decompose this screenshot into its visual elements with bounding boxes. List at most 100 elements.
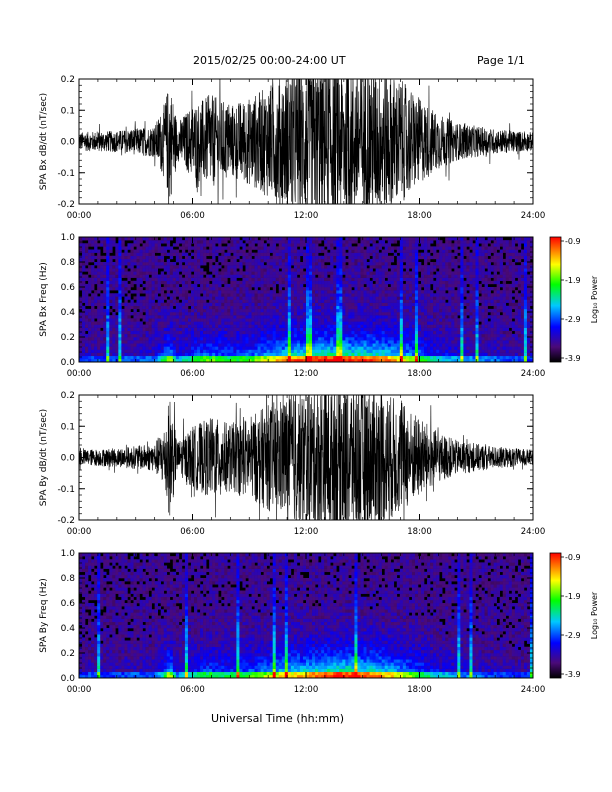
spectrogram-cell [284, 271, 289, 275]
spectrogram-cell [296, 249, 301, 253]
spectrogram-cell [254, 280, 258, 285]
spectrogram-cell [387, 308, 392, 313]
spectrogram-cell [430, 296, 434, 300]
spectrogram-cell [163, 237, 168, 241]
spectrogram-cell [154, 358, 158, 363]
spectrogram-cell [109, 274, 113, 278]
spectrogram-cell [212, 296, 216, 300]
spectrogram-cell [448, 340, 452, 344]
spectrogram-cell [315, 305, 319, 310]
spectrogram-cell [218, 277, 222, 282]
spectrogram-cell [218, 283, 222, 288]
spectrogram-cell [411, 318, 416, 322]
spectrogram-cell [460, 262, 464, 266]
spectrogram-cell [414, 355, 419, 360]
spectrogram-cell [154, 274, 158, 278]
spectrogram-cell [296, 283, 301, 288]
spectrogram-cell [451, 355, 455, 360]
spectrogram-cell [160, 290, 165, 294]
spectrogram-cell [433, 327, 437, 332]
spectrogram-cell [169, 237, 174, 241]
spectrogram-cell [336, 355, 340, 360]
spectrogram-cell [181, 299, 186, 303]
spectrogram-cell [166, 321, 171, 325]
spectrogram-cell [293, 321, 298, 325]
spectrogram-cell [375, 283, 379, 288]
spectrogram-cell [417, 283, 422, 288]
spectrogram-cell [200, 327, 204, 332]
spectrogram-cell [287, 274, 292, 278]
spectrogram-cell [178, 315, 183, 319]
spectrogram-cell [260, 268, 264, 272]
spectrogram-cell [360, 274, 364, 278]
spectrogram-cell [351, 271, 355, 275]
spectrogram-cell [257, 243, 261, 247]
spectrogram-cell [439, 333, 443, 338]
spectrogram-cell [357, 355, 361, 360]
spectrogram-cell [405, 327, 410, 332]
spectrogram-cell [378, 290, 382, 294]
spectrogram-cell [442, 290, 446, 294]
spectrogram-cell [197, 262, 201, 266]
spectrogram-cell [157, 327, 162, 332]
spectrogram-cell [336, 358, 340, 363]
spectrogram-cell [194, 237, 198, 241]
spectrogram-cell [184, 252, 189, 257]
spectrogram-cell [272, 308, 277, 313]
spectrogram-cell [384, 271, 389, 275]
spectrogram-cell [121, 346, 125, 350]
spectrogram-cell [333, 240, 337, 244]
spectrogram-cell [224, 333, 228, 338]
spectrogram-cell [278, 243, 283, 247]
spectrogram-cell [299, 296, 304, 300]
spectrogram-cell [333, 290, 337, 294]
spectrogram-cell [372, 355, 376, 360]
spectrogram-cell [145, 337, 149, 341]
spectrogram-cell [384, 274, 389, 278]
spectrogram-cell [381, 355, 385, 360]
spectrogram-cell [321, 330, 325, 335]
spectrogram-cell [387, 293, 392, 297]
spectrogram-cell [181, 346, 186, 350]
spectrogram-cell [106, 355, 110, 360]
spectrogram-cell [97, 296, 101, 300]
spectrogram-cell [372, 271, 376, 275]
spectrogram-cell [284, 249, 289, 253]
spectrogram-cell [466, 337, 470, 341]
spectrogram-cell [427, 280, 431, 285]
spectrogram-cell [130, 305, 134, 310]
spectrogram-cell [327, 324, 331, 328]
spectrogram-cell [221, 337, 225, 341]
spectrogram-cell [166, 293, 171, 297]
spectrogram-cell [242, 324, 246, 328]
spectrogram-cell [236, 330, 240, 335]
spectrogram-cell [460, 271, 464, 275]
spectrogram-cell [85, 352, 89, 357]
spectrogram-cell [360, 277, 364, 282]
spectrogram-cell [206, 324, 210, 328]
spectrogram-cell [178, 355, 183, 360]
spectrogram-cell [239, 312, 243, 316]
spectrogram-cell [306, 293, 310, 297]
spectrogram-cell [272, 246, 277, 250]
spectrogram-cell [154, 287, 158, 291]
spectrogram-cell [142, 352, 146, 357]
spectrogram-cell [154, 255, 158, 260]
spectrogram-cell [451, 293, 455, 297]
spectrogram-cell [88, 355, 92, 360]
spectrogram-cell [399, 358, 404, 363]
spectrogram-cell [360, 343, 364, 347]
spectrogram-cell [427, 277, 431, 282]
spectrogram-cell [357, 302, 361, 307]
spectrogram-cell [190, 283, 195, 288]
x-tick-label: 24:00 [521, 211, 546, 221]
spectrogram-cell [442, 243, 446, 247]
spectrogram-cell [421, 280, 425, 285]
spectrogram-cell [106, 255, 110, 260]
spectrogram-cell [333, 352, 337, 357]
spectrogram-cell [436, 287, 440, 291]
spectrogram-cell [436, 255, 440, 260]
spectrogram-cell [312, 246, 316, 250]
spectrogram-cell [275, 340, 280, 344]
spectrogram-cell [121, 330, 125, 335]
